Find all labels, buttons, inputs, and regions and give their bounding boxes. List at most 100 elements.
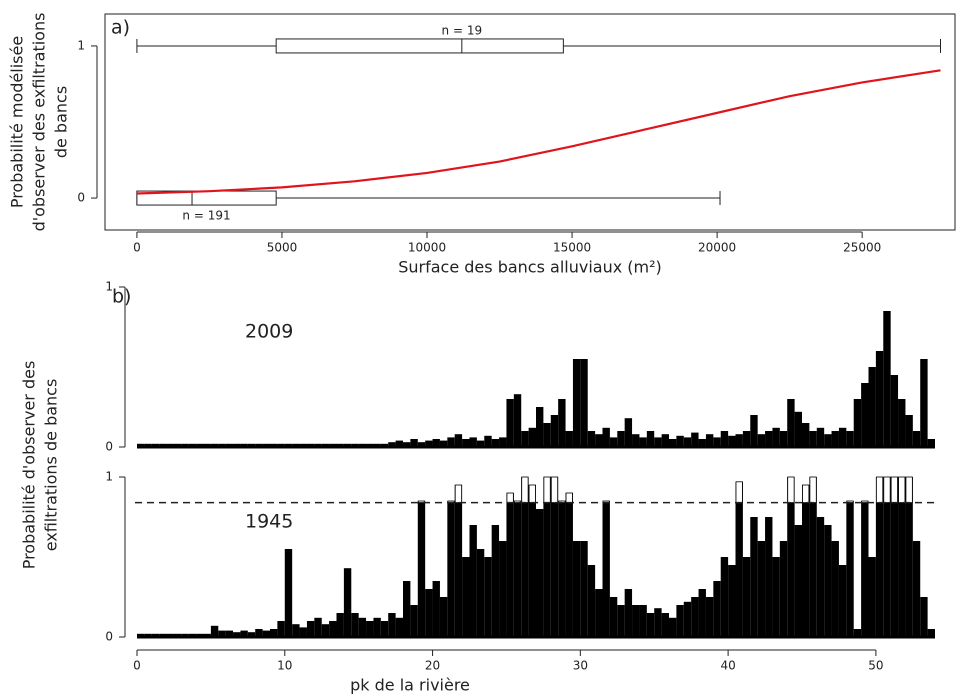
bar [550, 415, 559, 447]
bar [432, 581, 440, 637]
bar [196, 633, 204, 637]
bar [336, 443, 344, 447]
bar [890, 375, 899, 447]
bar [757, 541, 766, 637]
bar [306, 621, 315, 637]
bar [188, 443, 197, 447]
bar [705, 597, 714, 637]
bar [410, 605, 418, 637]
bar [299, 443, 307, 447]
bar [417, 501, 426, 637]
bar [802, 423, 810, 447]
bar [750, 517, 758, 637]
bar [609, 597, 618, 637]
bar-excess [454, 484, 463, 504]
x-axis-label: pk de la rivière [350, 676, 470, 695]
bar [720, 557, 729, 637]
bar [528, 427, 536, 447]
bar [602, 427, 610, 447]
bar [624, 418, 633, 447]
bar [166, 633, 174, 637]
bar [898, 399, 906, 447]
bar [831, 431, 839, 447]
bar [499, 437, 507, 447]
bar [203, 633, 211, 637]
bar [595, 589, 603, 637]
bar [705, 434, 714, 447]
bar [669, 439, 677, 447]
bar [750, 415, 758, 447]
bar [580, 541, 588, 637]
bar [506, 399, 514, 447]
bar [151, 633, 160, 637]
bar [196, 443, 204, 447]
bar [846, 501, 854, 637]
bar [868, 367, 876, 447]
bar [536, 509, 544, 637]
bar [898, 477, 906, 637]
bar [654, 437, 662, 447]
bar [388, 613, 396, 637]
bar [787, 399, 795, 447]
bar [181, 443, 189, 447]
bar [572, 359, 581, 447]
y-tick-label: 1 [105, 280, 113, 294]
bar [861, 383, 869, 447]
bar [255, 443, 263, 447]
bar [403, 442, 411, 447]
bar [558, 501, 566, 637]
bar [646, 613, 655, 637]
bar [484, 435, 492, 447]
bar [883, 311, 891, 447]
bar [166, 443, 174, 447]
bar [698, 589, 706, 637]
bar [225, 443, 234, 447]
bar [329, 621, 337, 637]
bar [366, 443, 374, 447]
bar [802, 485, 810, 637]
bar [447, 437, 455, 447]
bar [388, 442, 396, 447]
bar [188, 633, 197, 637]
bar [824, 525, 832, 637]
x-tick-label: 10 [277, 659, 292, 673]
bar [691, 432, 699, 447]
bar [632, 434, 640, 447]
bar [454, 434, 463, 447]
bar [284, 443, 293, 447]
bar [521, 431, 529, 447]
series-label: 2009 [245, 321, 293, 343]
bar [491, 439, 500, 447]
bar [159, 633, 167, 637]
bar [765, 431, 773, 447]
bar [587, 565, 596, 637]
bar [292, 443, 300, 447]
bar [151, 443, 160, 447]
bar-excess [787, 476, 795, 504]
bar [314, 617, 322, 637]
bar [565, 431, 573, 447]
bar [203, 443, 211, 447]
bar [358, 443, 367, 447]
bar [720, 431, 729, 447]
bar [779, 431, 788, 447]
x-tick-label: 30 [573, 659, 588, 673]
x-tick-label: 15000 [553, 241, 591, 255]
bar [240, 630, 248, 637]
bar [476, 549, 485, 637]
bar-excess [890, 476, 898, 504]
bar [469, 525, 477, 637]
y-axis-label: Probabilité d'observer des [20, 361, 39, 570]
bar [742, 557, 751, 637]
y-axis-label: d'observer des exfiltrations [30, 13, 49, 232]
bar [513, 501, 522, 637]
bar [255, 629, 263, 637]
bar-excess [417, 500, 426, 504]
bar [861, 501, 869, 637]
bar [476, 440, 485, 447]
bar [284, 549, 293, 637]
bar-excess [802, 484, 810, 504]
bar-excess [565, 492, 573, 504]
bar [624, 589, 633, 637]
bar-excess [883, 476, 891, 504]
